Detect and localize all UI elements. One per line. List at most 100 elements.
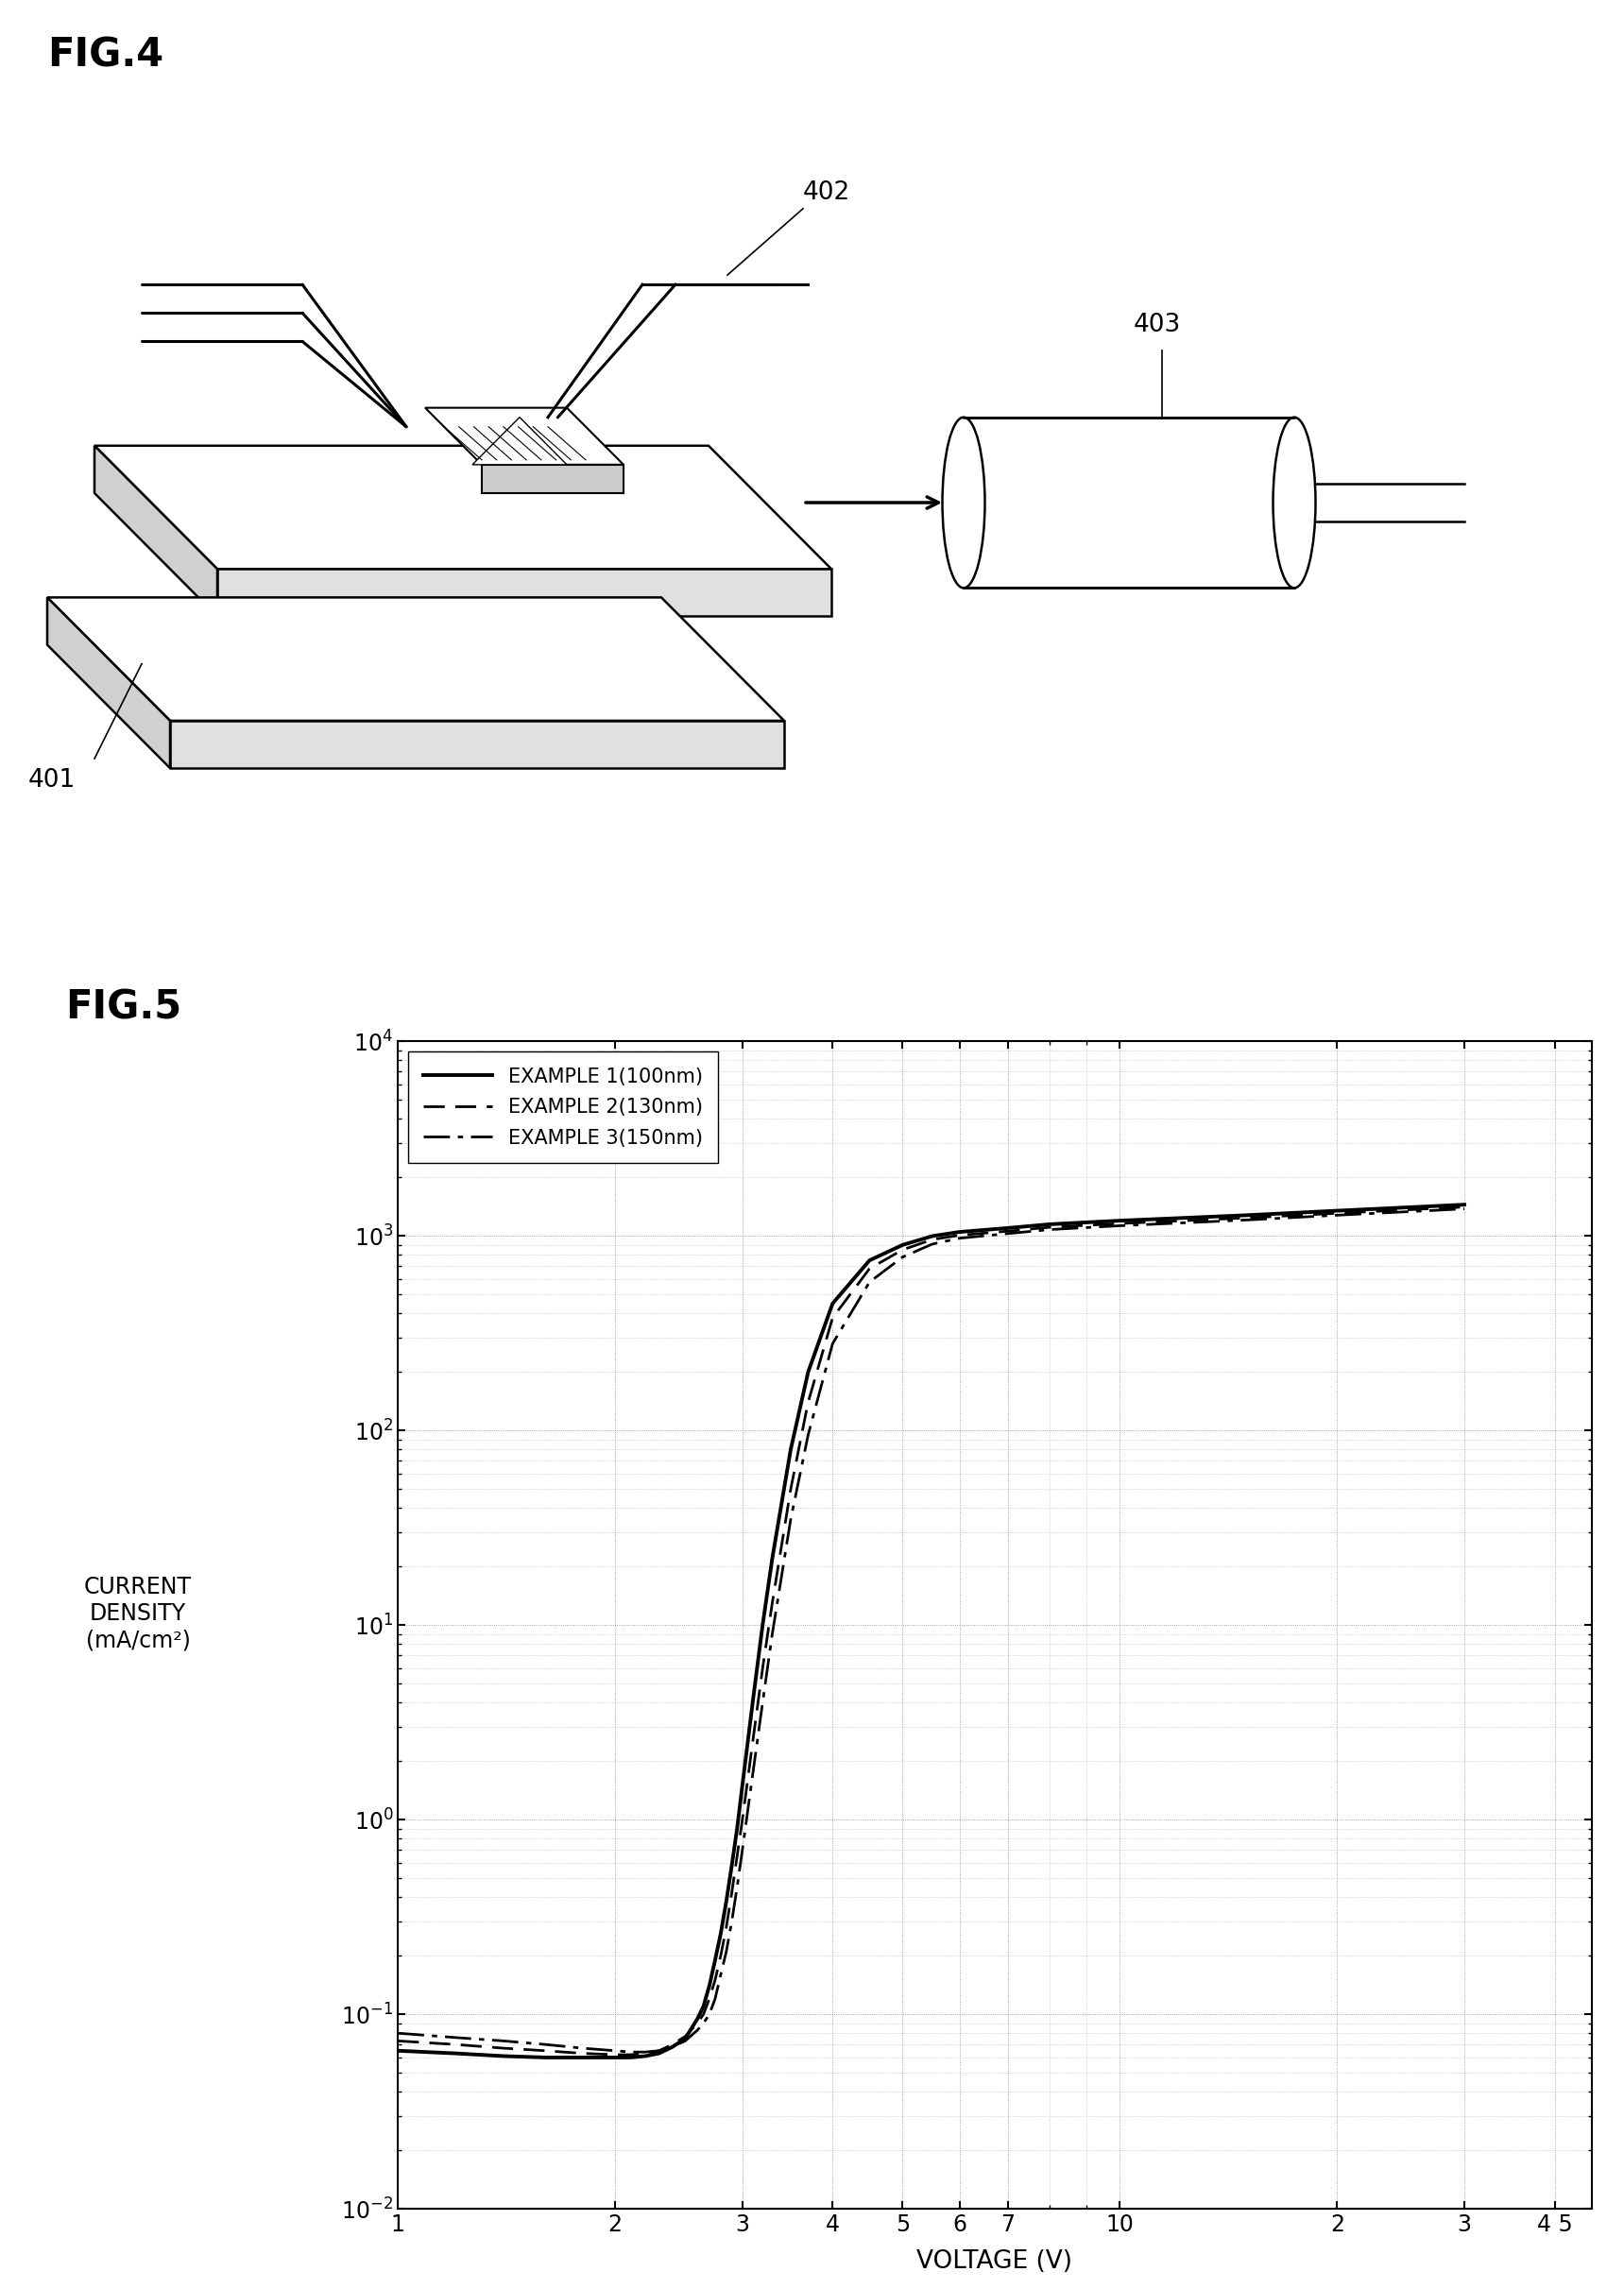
EXAMPLE 1(100nm)	[687, 2005, 706, 2033]
EXAMPLE 1(100nm)	[781, 1435, 801, 1463]
Polygon shape	[482, 465, 624, 492]
EXAMPLE 2(130nm)	[922, 1227, 942, 1254]
EXAMPLE 2(130nm)	[445, 2030, 464, 2058]
EXAMPLE 2(130nm)	[1327, 1199, 1346, 1227]
EXAMPLE 2(130nm)	[754, 1655, 773, 1682]
EXAMPLE 3(150nm)	[922, 1229, 942, 1257]
Polygon shape	[473, 417, 567, 465]
Ellipse shape	[942, 417, 984, 588]
EXAMPLE 2(130nm)	[711, 1941, 731, 1969]
X-axis label: VOLTAGE (V): VOLTAGE (V)	[918, 2250, 1072, 2273]
EXAMPLE 1(100nm)	[388, 2037, 408, 2065]
EXAMPLE 1(100nm)	[572, 2044, 591, 2072]
EXAMPLE 3(150nm)	[716, 1939, 736, 1966]
EXAMPLE 3(150nm)	[859, 1268, 879, 1296]
EXAMPLE 1(100nm)	[711, 1920, 731, 1948]
Text: FIG.4: FIG.4	[47, 34, 164, 76]
EXAMPLE 1(100nm)	[1111, 1206, 1130, 1234]
EXAMPLE 2(130nm)	[650, 2037, 669, 2065]
EXAMPLE 2(130nm)	[823, 1305, 843, 1332]
EXAMPLE 3(150nm)	[572, 2035, 591, 2062]
EXAMPLE 3(150nm)	[728, 1872, 747, 1900]
EXAMPLE 3(150nm)	[893, 1243, 913, 1270]
EXAMPLE 2(130nm)	[1455, 1193, 1475, 1220]
EXAMPLE 2(130nm)	[663, 2030, 682, 2058]
EXAMPLE 2(130nm)	[716, 1914, 736, 1941]
Text: 401: 401	[28, 769, 76, 792]
Polygon shape	[94, 446, 831, 570]
EXAMPLE 1(100nm)	[620, 2044, 640, 2072]
EXAMPLE 1(100nm)	[859, 1248, 879, 1275]
EXAMPLE 3(150nm)	[1327, 1202, 1346, 1229]
EXAMPLE 3(150nm)	[494, 2028, 513, 2056]
Text: CURRENT
DENSITY
(mA/cm²): CURRENT DENSITY (mA/cm²)	[84, 1577, 192, 1650]
Polygon shape	[94, 446, 218, 616]
Text: 402: 402	[802, 181, 851, 204]
EXAMPLE 3(150nm)	[693, 2010, 713, 2037]
EXAMPLE 3(150nm)	[1237, 1206, 1257, 1234]
EXAMPLE 2(130nm)	[1111, 1211, 1130, 1238]
EXAMPLE 2(130nm)	[723, 1879, 742, 1907]
EXAMPLE 1(100nm)	[445, 2039, 464, 2067]
EXAMPLE 2(130nm)	[687, 2010, 706, 2037]
EXAMPLE 3(150nm)	[723, 1907, 742, 1934]
EXAMPLE 2(130nm)	[859, 1254, 879, 1282]
EXAMPLE 3(150nm)	[732, 1836, 752, 1863]
EXAMPLE 1(100nm)	[754, 1611, 773, 1639]
EXAMPLE 1(100nm)	[950, 1218, 970, 1245]
EXAMPLE 2(130nm)	[781, 1476, 801, 1504]
EXAMPLE 1(100nm)	[763, 1545, 783, 1573]
EXAMPLE 1(100nm)	[650, 2039, 669, 2067]
EXAMPLE 3(150nm)	[687, 2017, 706, 2044]
EXAMPLE 2(130nm)	[1237, 1204, 1257, 1231]
EXAMPLE 3(150nm)	[700, 2001, 719, 2028]
EXAMPLE 3(150nm)	[445, 2023, 464, 2051]
EXAMPLE 1(100nm)	[1327, 1197, 1346, 1225]
EXAMPLE 1(100nm)	[723, 1852, 742, 1879]
EXAMPLE 2(130nm)	[620, 2042, 640, 2069]
EXAMPLE 1(100nm)	[494, 2042, 513, 2069]
EXAMPLE 1(100nm)	[536, 2044, 555, 2072]
EXAMPLE 3(150nm)	[620, 2037, 640, 2065]
EXAMPLE 2(130nm)	[1041, 1213, 1060, 1241]
EXAMPLE 2(130nm)	[742, 1728, 762, 1756]
EXAMPLE 2(130nm)	[950, 1222, 970, 1250]
EXAMPLE 2(130nm)	[494, 2035, 513, 2062]
EXAMPLE 3(150nm)	[711, 1962, 731, 1989]
EXAMPLE 2(130nm)	[536, 2037, 555, 2065]
EXAMPLE 3(150nm)	[388, 2019, 408, 2046]
EXAMPLE 3(150nm)	[1041, 1215, 1060, 1243]
EXAMPLE 2(130nm)	[732, 1806, 752, 1833]
EXAMPLE 2(130nm)	[763, 1589, 783, 1616]
EXAMPLE 1(100nm)	[742, 1689, 762, 1717]
EXAMPLE 2(130nm)	[728, 1843, 747, 1870]
EXAMPLE 1(100nm)	[728, 1815, 747, 1843]
EXAMPLE 1(100nm)	[693, 1991, 713, 2019]
EXAMPLE 2(130nm)	[799, 1389, 818, 1417]
EXAMPLE 1(100nm)	[823, 1289, 843, 1316]
EXAMPLE 3(150nm)	[763, 1621, 783, 1648]
EXAMPLE 3(150nm)	[1111, 1211, 1130, 1238]
EXAMPLE 3(150nm)	[536, 2030, 555, 2058]
EXAMPLE 3(150nm)	[950, 1225, 970, 1252]
EXAMPLE 2(130nm)	[676, 2023, 695, 2051]
EXAMPLE 3(150nm)	[742, 1760, 762, 1788]
EXAMPLE 1(100nm)	[635, 2042, 654, 2069]
EXAMPLE 2(130nm)	[700, 1985, 719, 2012]
EXAMPLE 3(150nm)	[781, 1506, 801, 1534]
EXAMPLE 1(100nm)	[705, 1946, 724, 1973]
Polygon shape	[218, 570, 831, 616]
EXAMPLE 3(150nm)	[705, 1985, 724, 2012]
EXAMPLE 1(100nm)	[893, 1231, 913, 1259]
Line: EXAMPLE 1(100nm): EXAMPLE 1(100nm)	[398, 1204, 1465, 2058]
EXAMPLE 1(100nm)	[716, 1888, 736, 1916]
EXAMPLE 3(150nm)	[676, 2028, 695, 2056]
EXAMPLE 2(130nm)	[999, 1218, 1018, 1245]
EXAMPLE 2(130nm)	[705, 1966, 724, 1994]
EXAMPLE 3(150nm)	[1455, 1195, 1475, 1222]
EXAMPLE 2(130nm)	[572, 2039, 591, 2067]
Polygon shape	[425, 407, 624, 465]
EXAMPLE 3(150nm)	[606, 2037, 625, 2065]
Text: 403: 403	[1134, 314, 1181, 336]
EXAMPLE 3(150nm)	[999, 1220, 1018, 1248]
